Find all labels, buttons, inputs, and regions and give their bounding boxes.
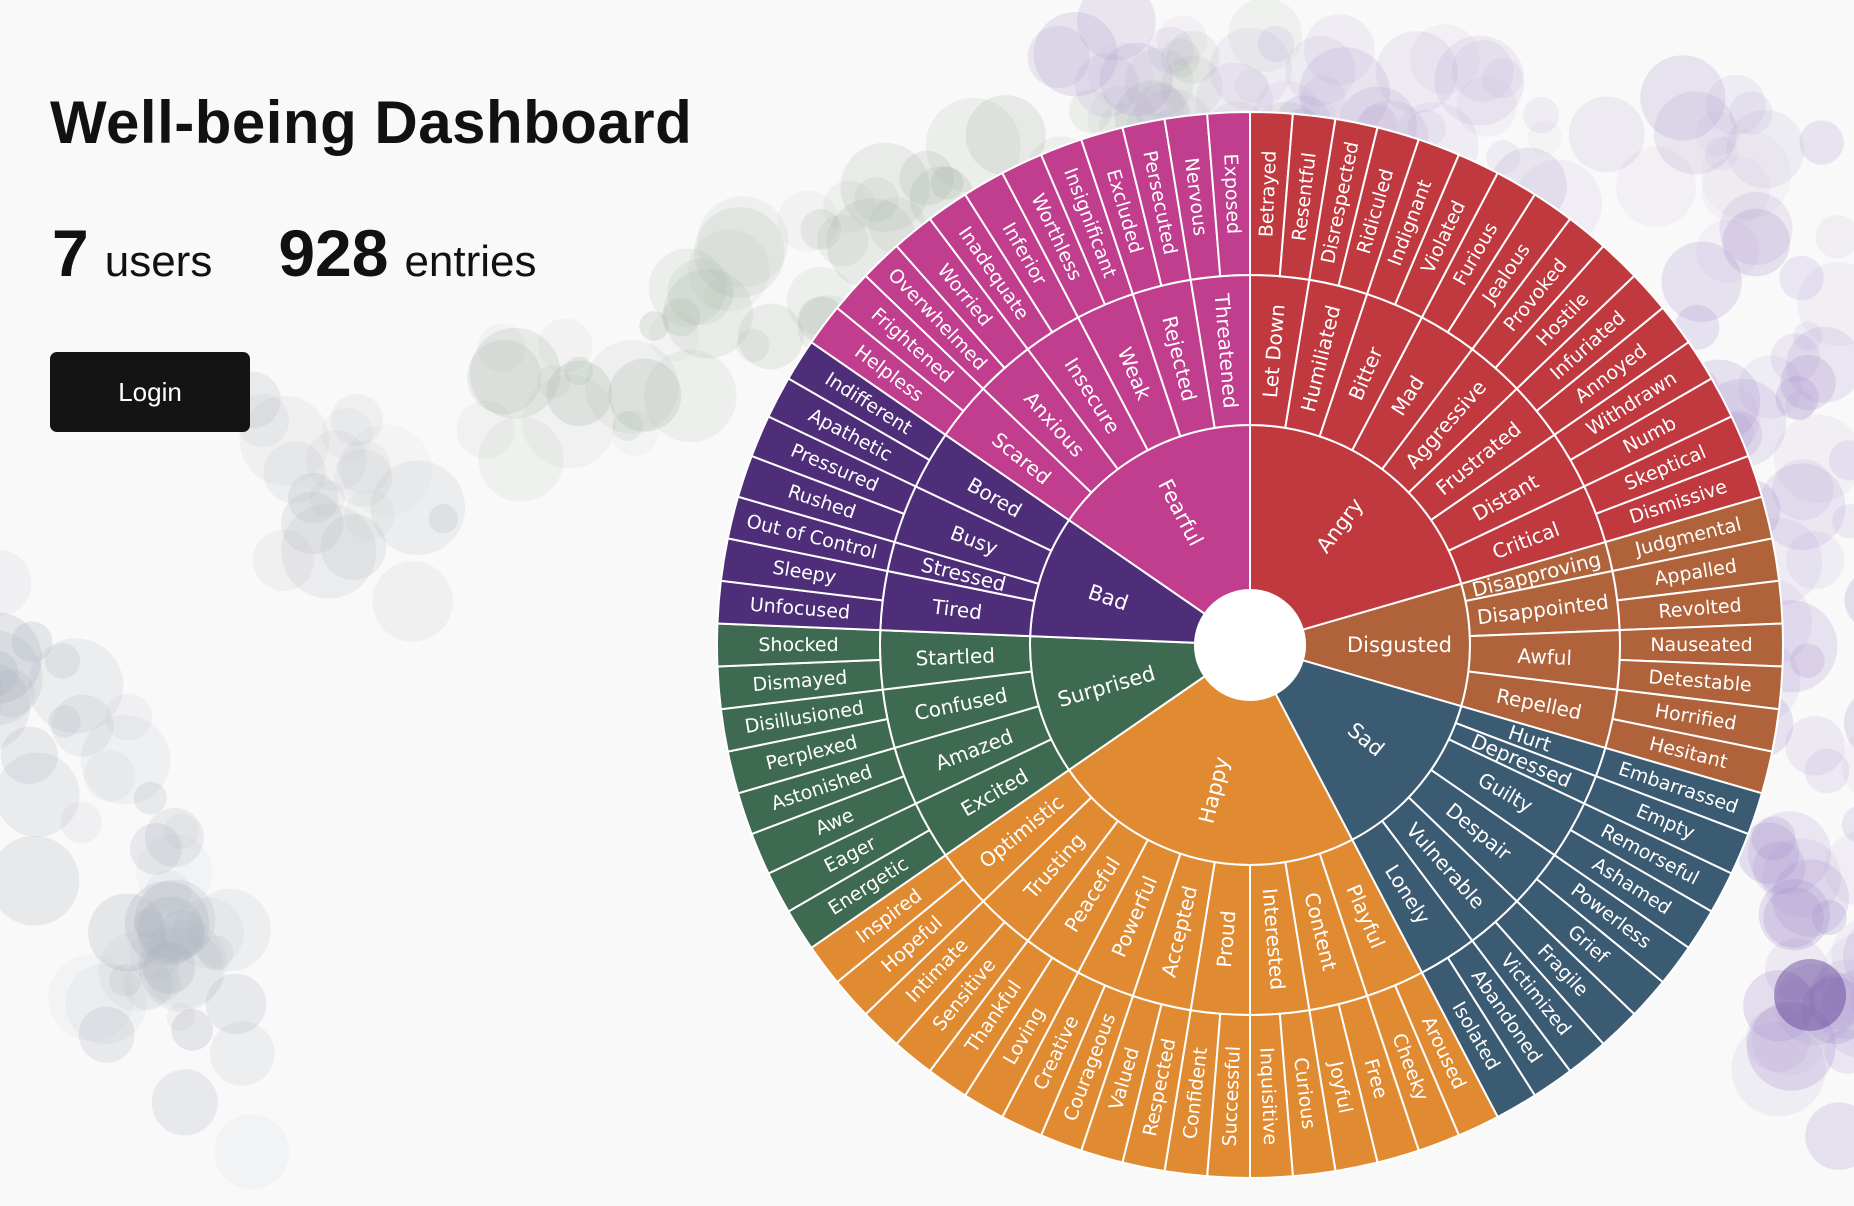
login-button[interactable]: Login — [50, 352, 250, 432]
label-successful: Successful — [1219, 1045, 1245, 1146]
users-label: users — [104, 237, 213, 286]
label-exposed: Exposed — [1219, 153, 1244, 234]
label-proud: Proud — [1212, 910, 1241, 969]
users-count: 7 — [52, 216, 89, 290]
label-inquisitive: Inquisitive — [1255, 1047, 1281, 1146]
label-startled: Startled — [915, 643, 995, 670]
label-betrayed: Betrayed — [1255, 150, 1280, 237]
stats-row: 7 users 928 entries — [52, 215, 537, 291]
segment-exposed[interactable] — [1206, 110, 1251, 278]
label-nauseated: Nauseated — [1650, 634, 1752, 656]
entries-count: 928 — [278, 216, 389, 290]
page-title: Well-being Dashboard — [50, 89, 693, 156]
label-shocked: Shocked — [758, 634, 838, 656]
entries-label: entries — [404, 237, 537, 286]
header: Well-being Dashboard — [50, 88, 692, 157]
label-disgusted: Disgusted — [1347, 633, 1452, 657]
wheel-center — [1195, 590, 1305, 700]
label-awful: Awful — [1517, 644, 1572, 670]
